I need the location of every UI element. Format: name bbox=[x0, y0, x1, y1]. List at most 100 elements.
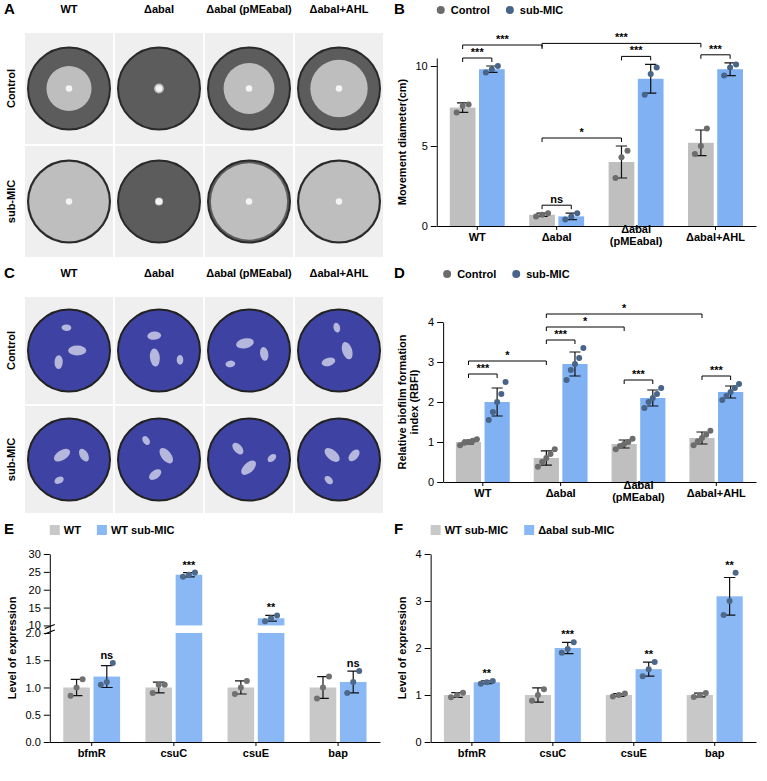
y-tick: 15 bbox=[29, 602, 50, 614]
data-point bbox=[498, 391, 504, 397]
comparison-label: *** bbox=[554, 328, 568, 340]
data-point bbox=[698, 143, 704, 149]
y-tick: 1.0 bbox=[26, 682, 50, 694]
data-point bbox=[721, 73, 727, 79]
bar bbox=[688, 143, 714, 226]
data-point bbox=[460, 690, 466, 696]
stain-gap bbox=[230, 441, 245, 457]
inoculum bbox=[66, 85, 73, 92]
stain-gap bbox=[177, 355, 184, 365]
x-tick-label: csuC bbox=[160, 747, 187, 759]
x-axis-line bbox=[431, 742, 756, 743]
data-point bbox=[448, 694, 454, 700]
data-point bbox=[484, 679, 490, 685]
data-point bbox=[654, 391, 660, 397]
photo-cell bbox=[205, 297, 293, 404]
y-tick-label: 1.0 bbox=[26, 682, 41, 694]
plate bbox=[28, 161, 110, 243]
data-point bbox=[490, 409, 496, 415]
comparison-label: *** bbox=[710, 364, 724, 376]
chart-panel: DRelative biofilm formationindex (RBFI)0… bbox=[394, 264, 757, 503]
data-point bbox=[454, 109, 460, 115]
y-tick-label: 10 bbox=[416, 60, 428, 72]
row-label: sub-MIC bbox=[5, 180, 17, 223]
stain-gap bbox=[52, 446, 73, 464]
y-tick: 4 bbox=[416, 548, 431, 560]
y-tick-mark bbox=[425, 742, 431, 743]
y-axis-line bbox=[437, 59, 438, 227]
data-point bbox=[326, 674, 332, 680]
y-axis: 0.00.51.01.52.01015202530 bbox=[26, 548, 51, 748]
data-point bbox=[610, 693, 616, 699]
x-axis-line bbox=[437, 226, 756, 227]
row-label: Control bbox=[5, 69, 17, 108]
photo-cell bbox=[295, 146, 383, 257]
data-point bbox=[618, 154, 624, 160]
comparison-bracket bbox=[701, 55, 730, 59]
bar bbox=[444, 695, 470, 742]
error-cap bbox=[569, 375, 580, 376]
column-header: ΔabaI bbox=[144, 3, 174, 15]
stain-gap bbox=[61, 324, 71, 331]
data-point bbox=[489, 66, 495, 72]
error-cap bbox=[645, 64, 656, 65]
y-tick-mark bbox=[44, 742, 50, 743]
plot: 0510WTΔabaIΔabaI(pMEabaI)ΔabaI+AHL******… bbox=[416, 31, 757, 247]
bar bbox=[689, 438, 714, 482]
data-point bbox=[574, 210, 580, 216]
y-tick-label: 3 bbox=[416, 595, 422, 607]
well bbox=[118, 419, 200, 501]
stain-gap bbox=[332, 322, 341, 333]
significance-label: ** bbox=[267, 601, 276, 613]
y-tick-label: 5 bbox=[422, 140, 428, 152]
data-point bbox=[641, 405, 647, 411]
data-point bbox=[460, 103, 466, 109]
y-tick: 0 bbox=[422, 220, 437, 232]
y-tick: 1.5 bbox=[26, 654, 50, 666]
panel-label: B bbox=[394, 0, 405, 17]
bar bbox=[479, 69, 505, 226]
legend-label: sub-MIC bbox=[520, 4, 563, 16]
data-point bbox=[559, 650, 565, 656]
break-mark bbox=[45, 624, 55, 628]
significance-label: *** bbox=[183, 559, 197, 571]
y-tick: 0 bbox=[416, 736, 431, 748]
bar bbox=[176, 575, 203, 742]
data-point bbox=[80, 676, 86, 682]
stain-gap bbox=[53, 475, 65, 485]
well bbox=[208, 419, 290, 501]
x-tick: bfmR bbox=[458, 742, 486, 759]
comparison-bracket bbox=[546, 327, 624, 331]
data-point bbox=[692, 151, 698, 157]
well bbox=[118, 310, 200, 392]
well bbox=[298, 310, 380, 392]
bar bbox=[717, 596, 743, 742]
y-tick-mark bbox=[44, 608, 50, 609]
x-tick: bap bbox=[328, 742, 348, 759]
bar bbox=[456, 442, 481, 482]
inoculum bbox=[156, 198, 163, 205]
x-tick: ΔabaI bbox=[542, 226, 572, 243]
data-point bbox=[552, 446, 558, 452]
plate bbox=[298, 161, 380, 243]
column-header: ΔabaI (pMEabaI) bbox=[206, 267, 292, 279]
y-axis-title: Movement diameter(cm) bbox=[396, 78, 408, 205]
stain-gap bbox=[322, 445, 342, 464]
y-axis-line bbox=[50, 555, 51, 743]
x-tick: csuE bbox=[621, 742, 647, 759]
text-line: index (RBFI) bbox=[408, 369, 420, 434]
data-point bbox=[466, 101, 472, 107]
bar bbox=[640, 398, 665, 482]
swarm-zone bbox=[299, 162, 379, 242]
data-point bbox=[478, 681, 484, 687]
stain-gap bbox=[141, 435, 152, 447]
data-point bbox=[238, 684, 244, 690]
x-tick-label: bfmR bbox=[458, 747, 486, 759]
comparison-bracket bbox=[546, 314, 702, 318]
data-point bbox=[727, 65, 733, 71]
x-tick-label: WT bbox=[474, 487, 491, 499]
x-tick: WT bbox=[474, 482, 491, 499]
inoculum bbox=[336, 198, 343, 205]
photo-cell bbox=[25, 33, 113, 144]
y-axis: 01234 bbox=[428, 316, 444, 488]
